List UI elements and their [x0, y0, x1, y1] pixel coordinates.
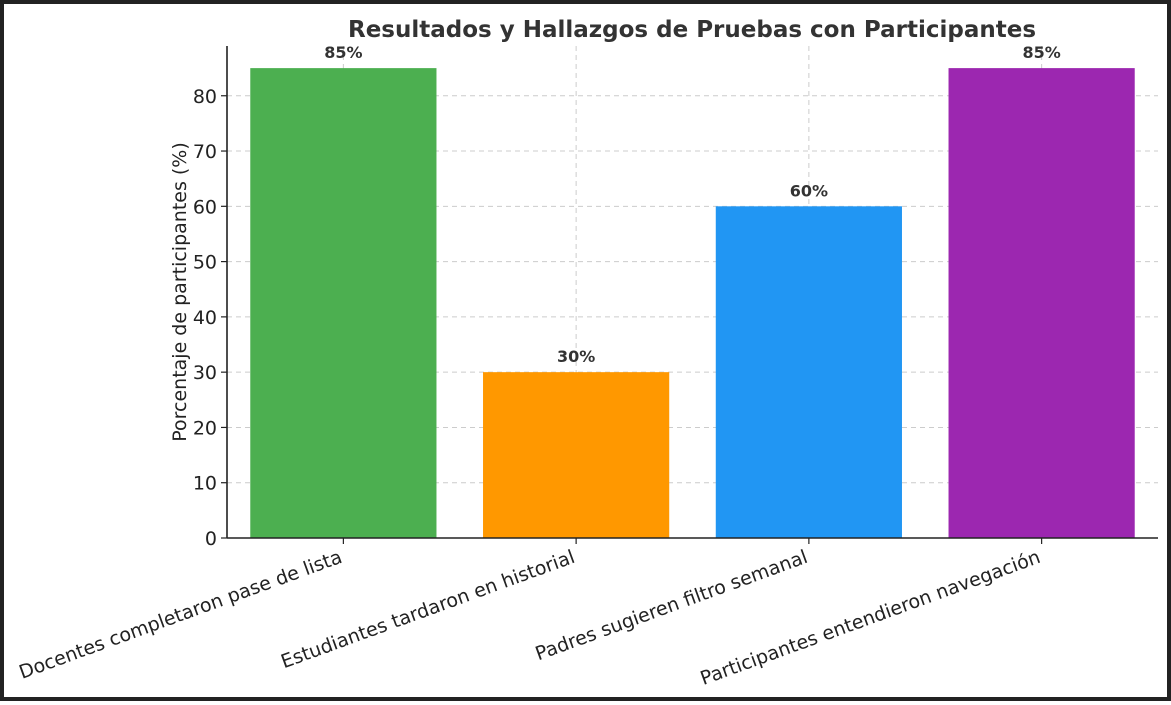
- y-tick-label: 40: [193, 307, 217, 329]
- bar: [949, 68, 1135, 538]
- y-tick-label: 10: [193, 473, 217, 495]
- bar-data-label: 60%: [790, 181, 828, 200]
- bar-chart: Resultados y Hallazgos de Pruebas con Pa…: [4, 4, 1171, 705]
- y-tick-label: 60: [193, 196, 217, 218]
- bar-data-label: 85%: [324, 43, 362, 62]
- y-tick-label: 0: [205, 528, 217, 550]
- y-axis-ticks: 0 10 20 30 40 50 60 70 80: [193, 86, 227, 550]
- bars: [250, 68, 1134, 538]
- y-tick-label: 70: [193, 141, 217, 163]
- y-tick-label: 50: [193, 252, 217, 274]
- bar-data-label: 30%: [557, 347, 595, 366]
- bar: [250, 68, 436, 538]
- y-tick-label: 20: [193, 417, 217, 439]
- bar-data-label: 85%: [1022, 43, 1060, 62]
- chart-title: Resultados y Hallazgos de Pruebas con Pa…: [348, 17, 1036, 43]
- bar: [483, 372, 669, 538]
- y-axis-label: Porcentaje de participantes (%): [169, 142, 191, 442]
- x-axis-ticks: Docentes completaron pase de listaEstudi…: [16, 538, 1043, 690]
- bar: [716, 206, 902, 538]
- y-tick-label: 30: [193, 362, 217, 384]
- y-tick-label: 80: [193, 86, 217, 108]
